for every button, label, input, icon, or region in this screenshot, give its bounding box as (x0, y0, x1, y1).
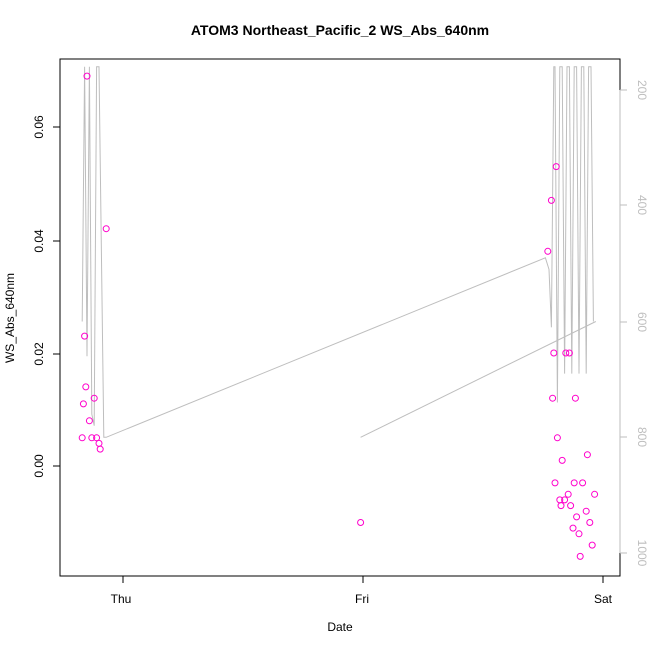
x-tick-label-thu: Thu (111, 592, 132, 606)
pressure-line-2 (360, 321, 597, 438)
y-axis-left: 0.00 0.02 0.04 0.06 WS_Abs_640nm (3, 115, 61, 478)
y-right-tick-label-800: 800 (635, 427, 649, 447)
data-point (571, 394, 579, 402)
data-point (81, 332, 89, 340)
y-tick-label-0: 0.00 (32, 454, 46, 478)
data-point (582, 507, 590, 515)
data-point (569, 524, 577, 532)
data-point (576, 552, 584, 560)
y-right-tick-label-600: 600 (635, 312, 649, 332)
y-axis-label: WS_Abs_640nm (3, 273, 17, 363)
data-point (357, 519, 365, 526)
x-axis: Thu Fri Sat Date (111, 575, 613, 634)
y-right-tick-label-200: 200 (635, 80, 649, 100)
x-tick-label-sat: Sat (594, 592, 613, 606)
data-point (583, 451, 591, 459)
x-tick-label-fri: Fri (355, 592, 369, 606)
data-point (93, 434, 101, 442)
x-axis-label: Date (327, 620, 353, 634)
data-point (96, 445, 104, 453)
data-point (575, 530, 583, 538)
data-point (561, 496, 569, 504)
data-point (573, 513, 581, 521)
data-point (570, 479, 578, 487)
y-right-tick-label-400: 400 (635, 195, 649, 215)
data-point (558, 456, 566, 464)
data-points (78, 72, 599, 560)
y-axis-right: 200 400 600 800 1000 (619, 80, 649, 567)
data-point (557, 502, 565, 510)
data-point (567, 502, 575, 510)
pressure-line (81, 66, 594, 438)
data-point (544, 247, 552, 255)
data-point (78, 434, 86, 442)
data-point (551, 479, 559, 487)
data-point (553, 434, 561, 442)
pressure-lines (81, 66, 597, 438)
data-point (79, 400, 87, 408)
data-point (90, 394, 98, 402)
chart-title: ATOM3 Northeast_Pacific_2 WS_Abs_640nm (191, 22, 489, 38)
data-point (591, 490, 599, 498)
data-point (562, 349, 570, 357)
data-point (550, 349, 558, 357)
data-point (88, 434, 96, 442)
data-point (579, 479, 587, 487)
y-right-tick-label-1000: 1000 (635, 540, 649, 567)
data-point (565, 349, 573, 357)
y-tick-label-3: 0.06 (32, 115, 46, 139)
data-point (102, 225, 110, 233)
data-point (564, 490, 572, 498)
y-tick-label-1: 0.02 (32, 342, 46, 366)
data-point (586, 519, 594, 526)
data-point (82, 383, 90, 391)
data-point (549, 394, 557, 402)
data-point (85, 417, 93, 425)
data-point (588, 541, 596, 549)
y-tick-label-2: 0.04 (32, 229, 46, 253)
data-point (83, 72, 91, 80)
data-point (552, 163, 560, 171)
data-point (547, 196, 555, 204)
